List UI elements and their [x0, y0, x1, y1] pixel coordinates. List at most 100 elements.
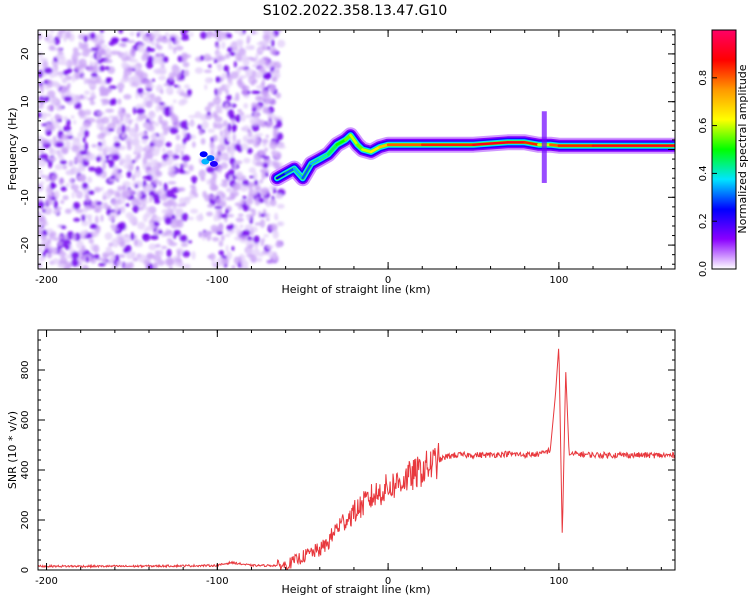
noise-speckle [220, 201, 227, 208]
noise-speckle [108, 88, 112, 93]
snr-y-tick-label: 600 [20, 410, 31, 429]
noise-speckle [151, 168, 157, 172]
noise-speckle [168, 153, 175, 157]
noise-speckle [129, 48, 136, 57]
noise-speckle [76, 191, 81, 197]
noise-speckle [231, 265, 236, 269]
noise-speckle [93, 253, 100, 260]
noise-speckle [165, 157, 173, 166]
noise-speckle [179, 120, 188, 129]
noise-speckle [116, 260, 123, 267]
noise-speckle [39, 153, 49, 160]
noise-speckle [169, 91, 173, 95]
noise-cluster [206, 155, 215, 162]
noise-speckle [73, 120, 77, 125]
noise-speckle [59, 61, 67, 66]
noise-speckle [266, 120, 271, 125]
noise-speckle [100, 214, 104, 222]
heatmap-y-axis-label: Frequency (Hz) [6, 108, 19, 191]
noise-speckle [273, 150, 282, 160]
noise-speckle [270, 121, 274, 126]
noise-speckle [45, 139, 55, 144]
noise-speckle [207, 254, 213, 259]
noise-speckle [111, 37, 119, 42]
noise-speckle [63, 96, 72, 102]
noise-speckle [65, 59, 70, 68]
noise-speckle [73, 217, 81, 222]
noise-speckle [234, 143, 242, 151]
noise-speckle [265, 109, 271, 115]
noise-speckle [49, 183, 57, 188]
noise-speckle [257, 58, 266, 66]
noise-speckle [245, 198, 254, 205]
noise-speckle [57, 46, 62, 53]
noise-speckle [96, 52, 100, 61]
noise-speckle [197, 124, 202, 130]
noise-speckle [38, 262, 43, 268]
noise-speckle [132, 106, 137, 115]
noise-speckle [255, 257, 263, 262]
noise-speckle [245, 68, 254, 74]
noise-speckle [254, 185, 262, 192]
noise-speckle [87, 64, 95, 73]
noise-speckle [145, 100, 153, 108]
noise-speckle [79, 68, 84, 75]
noise-speckle [75, 208, 84, 214]
noise-speckle [266, 217, 270, 222]
noise-speckle [186, 88, 192, 96]
heatmap-x-tick-label: -200 [35, 275, 58, 286]
noise-speckle [229, 114, 236, 121]
noise-speckle [216, 44, 220, 50]
colorbar-tick-label: 0.2 [698, 213, 709, 229]
noise-cluster [199, 151, 208, 158]
noise-speckle [96, 122, 101, 130]
noise-speckle [217, 166, 223, 174]
noise-speckle [206, 166, 215, 173]
noise-speckle [131, 251, 136, 256]
noise-speckle [126, 39, 136, 44]
noise-speckle [52, 258, 60, 265]
noise-speckle [229, 51, 236, 57]
noise-speckle [113, 135, 119, 140]
noise-speckle [224, 137, 228, 145]
noise-speckle [46, 123, 55, 131]
noise-speckle [83, 77, 87, 85]
noise-speckle [91, 144, 97, 148]
noise-speckle [96, 145, 104, 151]
noise-speckle [162, 56, 169, 63]
heatmap-x-tick-label: 0 [385, 275, 391, 286]
noise-speckle [229, 80, 233, 87]
figure-title: S102.2022.358.13.47.G10 [263, 3, 448, 19]
noise-speckle [269, 199, 277, 207]
noise-speckle [118, 30, 124, 34]
noise-speckle [215, 122, 224, 130]
noise-speckle [203, 53, 212, 62]
noise-speckle [130, 127, 136, 133]
noise-speckle [215, 76, 221, 83]
noise-speckle [105, 155, 110, 160]
noise-speckle [264, 90, 268, 99]
noise-speckle [148, 114, 154, 123]
noise-speckle [150, 134, 158, 140]
noise-speckle [265, 134, 269, 138]
noise-speckle [268, 31, 276, 40]
heatmap-y-tick-label: 0 [20, 146, 31, 152]
noise-speckle [270, 85, 275, 94]
ridge-core-segment [292, 167, 304, 180]
noise-speckle [107, 128, 115, 132]
noise-speckle [77, 109, 86, 117]
noise-speckle [163, 231, 169, 237]
noise-speckle [155, 170, 163, 177]
noise-speckle [234, 182, 241, 191]
noise-speckle [234, 236, 243, 241]
noise-speckle [236, 80, 241, 85]
ridge-core-segment [378, 143, 390, 149]
noise-speckle [81, 245, 86, 253]
noise-speckle [125, 125, 131, 132]
noise-speckle [226, 214, 235, 218]
noise-speckle [177, 220, 181, 227]
noise-speckle [59, 248, 64, 254]
noise-speckle [220, 234, 225, 242]
noise-speckle [97, 133, 106, 140]
noise-speckle [53, 207, 60, 214]
